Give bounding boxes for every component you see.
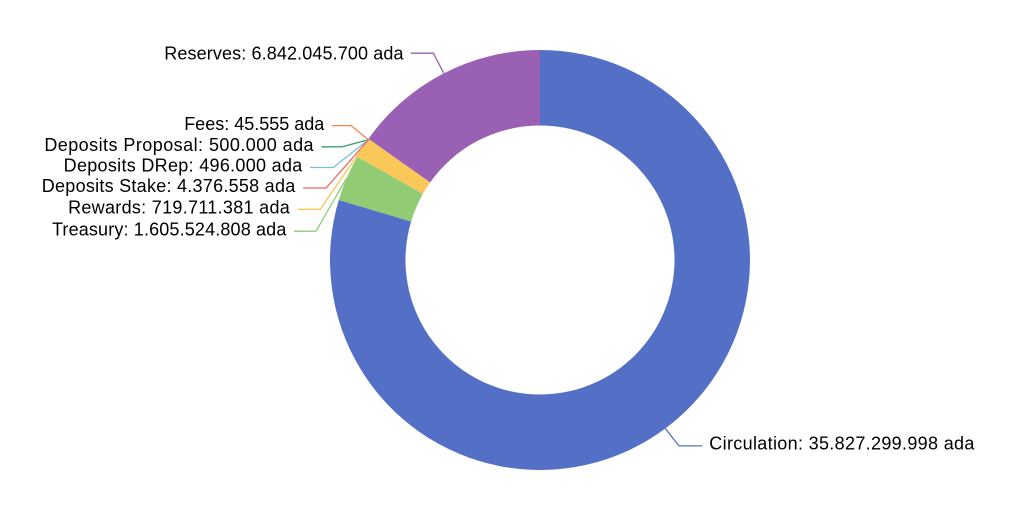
svg-text:Deposits DRep: 496.000 ada: Deposits DRep: 496.000 ada <box>64 156 304 176</box>
svg-text:Treasury: 1.605.524.808 ada: Treasury: 1.605.524.808 ada <box>52 219 287 239</box>
svg-text:Deposits Proposal: 500.000 ada: Deposits Proposal: 500.000 ada <box>44 135 314 155</box>
svg-text:Deposits Stake: 4.376.558 ada: Deposits Stake: 4.376.558 ada <box>42 176 296 196</box>
svg-text:Fees: 45.555 ada: Fees: 45.555 ada <box>184 114 325 134</box>
svg-text:Reserves: 6.842.045.700 ada: Reserves: 6.842.045.700 ada <box>164 43 404 63</box>
svg-text:Circulation: 35.827.299.998 ad: Circulation: 35.827.299.998 ada <box>709 434 975 454</box>
svg-text:Rewards: 719.711.381 ada: Rewards: 719.711.381 ada <box>68 198 291 218</box>
